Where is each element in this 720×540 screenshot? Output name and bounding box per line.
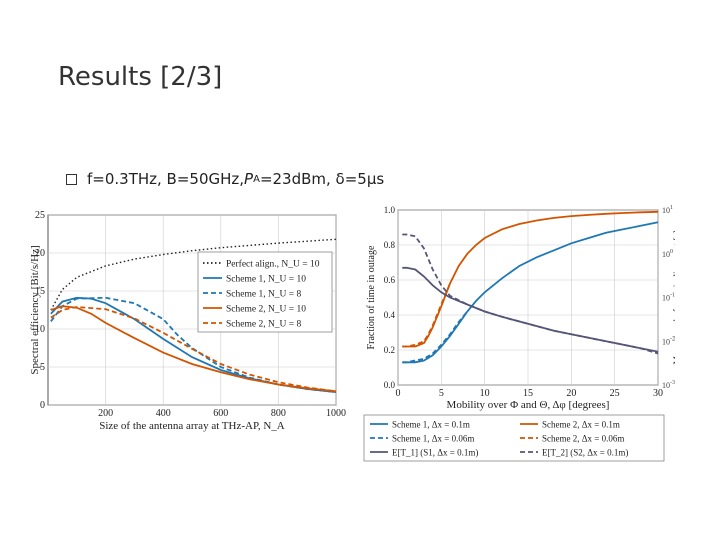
y2-tick-label: 10-1 (662, 293, 675, 303)
bullet-text-main: f=0.3THz, B=50GHz, (87, 170, 245, 188)
y2-tick-label: 10-2 (662, 336, 675, 346)
x-tick-label: 20 (566, 388, 576, 399)
legend-entry-0: Scheme 1, Δx = 0.1m (392, 420, 470, 430)
bullet-p-symbol: P (244, 170, 254, 188)
x-tick-label: 30 (653, 388, 663, 399)
x-tick-label: 10 (480, 388, 490, 399)
y-tick-label: 0.8 (384, 240, 396, 250)
legend-entry-2: Scheme 1, Δx = 0.06m (392, 434, 474, 444)
legend-entry-3: Scheme 2, N_U = 10 (226, 305, 306, 315)
x-tick-label: 200 (98, 408, 113, 419)
x-tick-label: 25 (610, 388, 620, 399)
y-tick-label: 10 (35, 324, 45, 335)
y-tick-label: 25 (35, 210, 45, 221)
bullet-text-rest: =23dBm, δ=5μs (259, 170, 385, 188)
legend-box (363, 414, 665, 462)
series-line-5 (402, 233, 659, 355)
y2-tick-label: 10-3 (662, 380, 675, 390)
legend-entry-2: Scheme 1, N_U = 8 (226, 290, 302, 300)
y-tick-label: 0.2 (384, 345, 395, 355)
y-tick-label: 0.0 (384, 380, 396, 390)
x-tick-label: 15 (523, 388, 533, 399)
bullet-p-subscript: A (253, 173, 260, 185)
slide-title: Results [2/3] (58, 62, 223, 92)
x-tick-label: 800 (271, 408, 286, 419)
legend-entry-4: E[T_1] (S1, Δx = 0.1m) (392, 448, 478, 458)
legend-entry-4: Scheme 2, N_U = 8 (226, 320, 302, 330)
y-axis-label: Spectral efficiency [Bit/s/Hz] (30, 245, 41, 374)
y-tick-label: 1.0 (384, 205, 396, 215)
spectral-efficiency-chart: 200 400 600 800 1000 0 5 10 15 20 25 Size of the an… (30, 210, 346, 432)
x-axis-label: Size of the antenna array at THz-AP, N_A (99, 420, 285, 432)
y-tick-label: 5 (40, 362, 45, 373)
y2-tick-label: 101 (662, 205, 673, 215)
x-tick-label: 600 (213, 408, 228, 419)
x-tick-label: 0 (396, 388, 401, 399)
y-tick-label: 15 (35, 286, 45, 297)
legend-entry-3: Scheme 2, Δx = 0.06m (542, 434, 624, 444)
y-tick-label: 20 (35, 248, 45, 259)
y2-tick-label: 100 (662, 249, 673, 259)
x-tick-label: 400 (156, 408, 171, 419)
x-tick-label: 1000 (326, 408, 346, 419)
y-tick-label: 0 (40, 400, 45, 411)
outage-fraction-chart: 0 5 10 15 20 25 30 0.0 0.2 0.4 0.6 0.8 1.0 101 100 10-1… (363, 205, 675, 462)
series-line-2 (402, 310, 468, 364)
y-axis-label: Fraction of time in outage (366, 245, 377, 349)
series-line-2 (50, 296, 337, 393)
series-line-0 (402, 221, 659, 364)
y-tick-label: 0.4 (384, 310, 396, 320)
legend-entry-1: Scheme 2, Δx = 0.1m (542, 420, 620, 430)
checkbox-bullet-icon (66, 173, 77, 185)
series-line-4 (50, 306, 337, 393)
legend-entry-0: Perfect align., N_U = 10 (226, 259, 320, 270)
y2-axis-label: Mean time before misalignment [s] (672, 230, 675, 364)
x-axis-label: Mobility over Φ and Θ, Δφ [degrees] (447, 399, 610, 411)
legend-box (197, 251, 333, 333)
legend-entry-1: Scheme 1, N_U = 10 (226, 275, 306, 285)
series-line-0 (50, 238, 337, 311)
y-tick-label: 0.6 (384, 275, 396, 285)
legend-entry-5: E[T_2] (S2, Δx = 0.1m) (542, 448, 628, 458)
x-tick-label: 5 (439, 388, 444, 399)
series-line-3 (402, 283, 451, 348)
